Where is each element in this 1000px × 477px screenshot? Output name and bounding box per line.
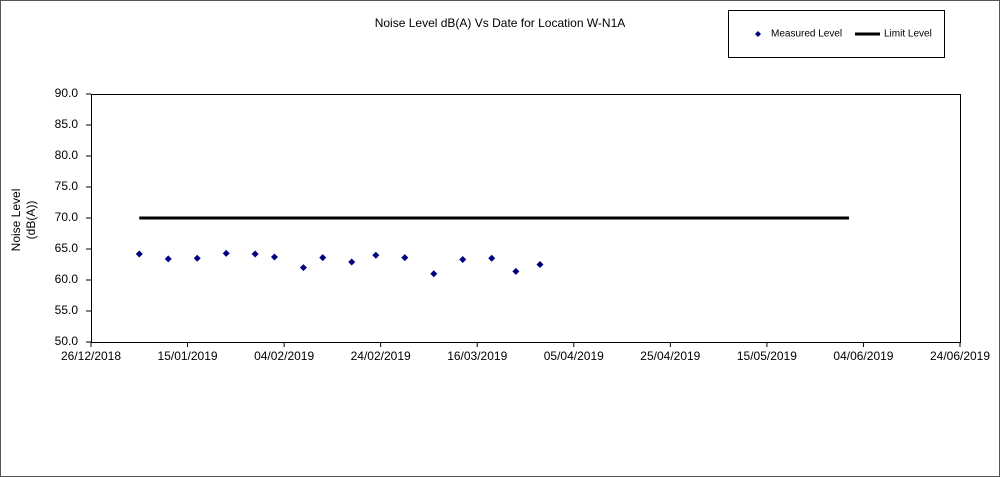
x-tick-label: 04/06/2019 <box>833 349 893 363</box>
data-point <box>222 249 230 257</box>
y-tick-label: 80.0 <box>55 148 79 162</box>
data-point <box>488 254 496 262</box>
y-tick-label: 75.0 <box>55 179 79 193</box>
x-tick-label: 05/04/2019 <box>544 349 604 363</box>
plot-area <box>91 94 961 343</box>
y-tick-label: 60.0 <box>55 272 79 286</box>
data-point <box>459 256 467 264</box>
y-tick-label: 70.0 <box>55 210 79 224</box>
x-tick-label: 24/02/2019 <box>351 349 411 363</box>
y-axis-title: (dB(A)) <box>24 201 38 240</box>
x-tick-label: 26/12/2018 <box>61 349 121 363</box>
y-tick-label: 55.0 <box>55 303 79 317</box>
data-point <box>135 250 143 258</box>
data-point <box>512 267 520 275</box>
y-tick-label: 90.0 <box>55 86 79 100</box>
data-point <box>401 254 409 262</box>
data-point <box>348 258 356 266</box>
chart-title: Noise Level dB(A) Vs Date for Location W… <box>375 16 626 30</box>
data-point <box>270 253 278 261</box>
data-point <box>164 255 172 263</box>
x-tick-label: 04/02/2019 <box>254 349 314 363</box>
legend-label: Limit Level <box>884 29 932 40</box>
legend-box <box>728 10 945 58</box>
data-point <box>430 270 438 278</box>
y-axis-title: Noise Level <box>9 189 23 252</box>
x-tick-label: 25/04/2019 <box>640 349 700 363</box>
x-tick-label: 24/06/2019 <box>930 349 990 363</box>
legend-marker <box>755 31 761 37</box>
y-tick-label: 65.0 <box>55 241 79 255</box>
data-point <box>372 251 380 259</box>
x-tick-label: 15/01/2019 <box>158 349 218 363</box>
data-point <box>319 254 327 262</box>
legend-label: Measured Level <box>771 29 842 40</box>
x-tick-label: 16/03/2019 <box>447 349 507 363</box>
data-point <box>251 250 259 258</box>
data-point <box>536 261 544 268</box>
data-point <box>193 254 201 262</box>
y-tick-label: 85.0 <box>55 117 79 131</box>
x-tick-label: 15/05/2019 <box>737 349 797 363</box>
data-point <box>299 264 307 272</box>
y-tick-label: 50.0 <box>55 334 79 348</box>
